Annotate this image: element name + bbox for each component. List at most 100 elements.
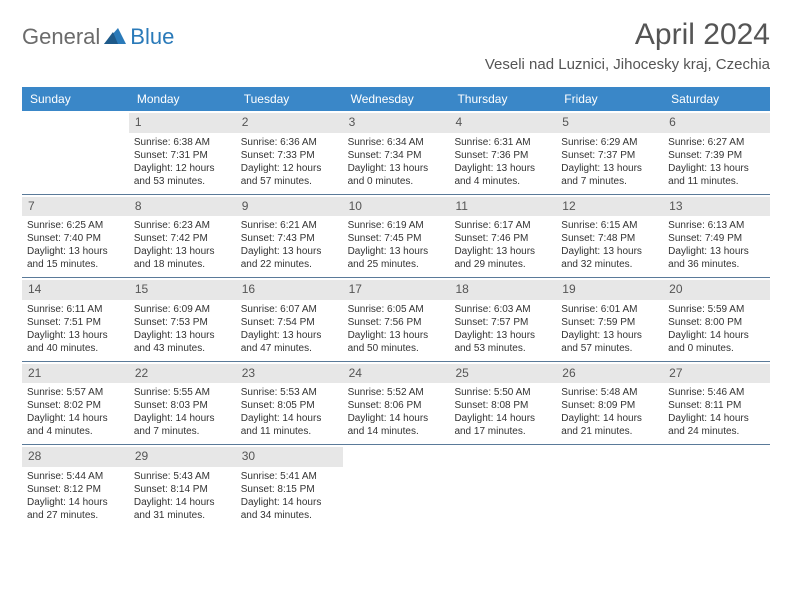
sunset-text: Sunset: 7:31 PM <box>134 149 231 162</box>
dayhead-thursday: Thursday <box>449 87 556 111</box>
location-text: Veseli nad Luznici, Jihocesky kraj, Czec… <box>485 56 770 73</box>
day-number: 11 <box>449 197 556 217</box>
day-cell: 29Sunrise: 5:43 AMSunset: 8:14 PMDayligh… <box>129 445 236 528</box>
day-cell: 1Sunrise: 6:38 AMSunset: 7:31 PMDaylight… <box>129 111 236 194</box>
day-number: 2 <box>236 113 343 133</box>
day2-text: and 0 minutes. <box>668 342 765 355</box>
day2-text: and 57 minutes. <box>241 175 338 188</box>
day2-text: and 22 minutes. <box>241 258 338 271</box>
day-number: 8 <box>129 197 236 217</box>
day-number: 26 <box>556 364 663 384</box>
day2-text: and 14 minutes. <box>348 425 445 438</box>
day1-text: Daylight: 13 hours <box>454 329 551 342</box>
day-cell: 12Sunrise: 6:15 AMSunset: 7:48 PMDayligh… <box>556 195 663 278</box>
day-number: 4 <box>449 113 556 133</box>
day1-text: Daylight: 13 hours <box>454 245 551 258</box>
sunrise-text: Sunrise: 6:11 AM <box>27 303 124 316</box>
logo-text-blue: Blue <box>130 24 174 50</box>
sunset-text: Sunset: 8:11 PM <box>668 399 765 412</box>
day2-text: and 53 minutes. <box>134 175 231 188</box>
day1-text: Daylight: 13 hours <box>668 245 765 258</box>
day2-text: and 15 minutes. <box>27 258 124 271</box>
day2-text: and 11 minutes. <box>668 175 765 188</box>
sunrise-text: Sunrise: 6:27 AM <box>668 136 765 149</box>
sunset-text: Sunset: 8:05 PM <box>241 399 338 412</box>
day-number: 3 <box>343 113 450 133</box>
sunset-text: Sunset: 7:49 PM <box>668 232 765 245</box>
day-number: 22 <box>129 364 236 384</box>
day1-text: Daylight: 13 hours <box>348 162 445 175</box>
day1-text: Daylight: 14 hours <box>241 412 338 425</box>
day-cell: 26Sunrise: 5:48 AMSunset: 8:09 PMDayligh… <box>556 362 663 445</box>
day-cell: 3Sunrise: 6:34 AMSunset: 7:34 PMDaylight… <box>343 111 450 194</box>
sunrise-text: Sunrise: 6:19 AM <box>348 219 445 232</box>
sunrise-text: Sunrise: 6:01 AM <box>561 303 658 316</box>
sunrise-text: Sunrise: 5:48 AM <box>561 386 658 399</box>
sunrise-text: Sunrise: 6:25 AM <box>27 219 124 232</box>
sunrise-text: Sunrise: 6:07 AM <box>241 303 338 316</box>
day-number: 15 <box>129 280 236 300</box>
sunset-text: Sunset: 7:51 PM <box>27 316 124 329</box>
sunset-text: Sunset: 7:57 PM <box>454 316 551 329</box>
logo-triangle-icon <box>104 26 126 49</box>
day2-text: and 17 minutes. <box>454 425 551 438</box>
sunrise-text: Sunrise: 6:05 AM <box>348 303 445 316</box>
day2-text: and 0 minutes. <box>348 175 445 188</box>
day-cell: 11Sunrise: 6:17 AMSunset: 7:46 PMDayligh… <box>449 195 556 278</box>
day1-text: Daylight: 13 hours <box>454 162 551 175</box>
week-row: 1Sunrise: 6:38 AMSunset: 7:31 PMDaylight… <box>22 111 770 195</box>
day2-text: and 21 minutes. <box>561 425 658 438</box>
day2-text: and 24 minutes. <box>668 425 765 438</box>
day-cell: 18Sunrise: 6:03 AMSunset: 7:57 PMDayligh… <box>449 278 556 361</box>
title-block: April 2024 Veseli nad Luznici, Jihocesky… <box>485 18 770 73</box>
day-number: 20 <box>663 280 770 300</box>
day1-text: Daylight: 13 hours <box>561 329 658 342</box>
day-cell: 23Sunrise: 5:53 AMSunset: 8:05 PMDayligh… <box>236 362 343 445</box>
day1-text: Daylight: 12 hours <box>241 162 338 175</box>
week-row: 21Sunrise: 5:57 AMSunset: 8:02 PMDayligh… <box>22 362 770 446</box>
day2-text: and 4 minutes. <box>27 425 124 438</box>
header: General Blue April 2024 Veseli nad Luzni… <box>22 18 770 73</box>
sunset-text: Sunset: 7:53 PM <box>134 316 231 329</box>
sunrise-text: Sunrise: 5:57 AM <box>27 386 124 399</box>
day1-text: Daylight: 14 hours <box>668 412 765 425</box>
dayhead-wednesday: Wednesday <box>343 87 450 111</box>
sunset-text: Sunset: 7:33 PM <box>241 149 338 162</box>
sunrise-text: Sunrise: 6:36 AM <box>241 136 338 149</box>
sunrise-text: Sunrise: 5:52 AM <box>348 386 445 399</box>
day-number: 28 <box>22 447 129 467</box>
dayhead-row: Sunday Monday Tuesday Wednesday Thursday… <box>22 87 770 111</box>
dayhead-monday: Monday <box>129 87 236 111</box>
day2-text: and 27 minutes. <box>27 509 124 522</box>
sunrise-text: Sunrise: 6:23 AM <box>134 219 231 232</box>
day-cell: 17Sunrise: 6:05 AMSunset: 7:56 PMDayligh… <box>343 278 450 361</box>
day-cell: 20Sunrise: 5:59 AMSunset: 8:00 PMDayligh… <box>663 278 770 361</box>
day-number: 6 <box>663 113 770 133</box>
day-number: 14 <box>22 280 129 300</box>
day-number: 17 <box>343 280 450 300</box>
day-cell: 2 Sunrise: 6:36 AMSunset: 7:33 PMDaylight… <box>236 111 343 194</box>
sunrise-text: Sunrise: 5:55 AM <box>134 386 231 399</box>
week-row: 14Sunrise: 6:11 AMSunset: 7:51 PMDayligh… <box>22 278 770 362</box>
day-cell: 22Sunrise: 5:55 AMSunset: 8:03 PMDayligh… <box>129 362 236 445</box>
day1-text: Daylight: 13 hours <box>27 329 124 342</box>
day-number: 12 <box>556 197 663 217</box>
sunset-text: Sunset: 7:43 PM <box>241 232 338 245</box>
day2-text: and 53 minutes. <box>454 342 551 355</box>
day1-text: Daylight: 14 hours <box>134 496 231 509</box>
day1-text: Daylight: 14 hours <box>348 412 445 425</box>
day-cell: 28Sunrise: 5:44 AMSunset: 8:12 PMDayligh… <box>22 445 129 528</box>
sunrise-text: Sunrise: 5:46 AM <box>668 386 765 399</box>
day1-text: Daylight: 13 hours <box>241 329 338 342</box>
day2-text: and 4 minutes. <box>454 175 551 188</box>
dayhead-saturday: Saturday <box>663 87 770 111</box>
week-row: 28Sunrise: 5:44 AMSunset: 8:12 PMDayligh… <box>22 445 770 528</box>
sunset-text: Sunset: 8:09 PM <box>561 399 658 412</box>
day-cell: 9Sunrise: 6:21 AMSunset: 7:43 PMDaylight… <box>236 195 343 278</box>
sunrise-text: Sunrise: 5:44 AM <box>27 470 124 483</box>
day2-text: and 11 minutes. <box>241 425 338 438</box>
day1-text: Daylight: 13 hours <box>27 245 124 258</box>
sunrise-text: Sunrise: 5:50 AM <box>454 386 551 399</box>
day-cell: 8Sunrise: 6:23 AMSunset: 7:42 PMDaylight… <box>129 195 236 278</box>
day2-text: and 7 minutes. <box>561 175 658 188</box>
